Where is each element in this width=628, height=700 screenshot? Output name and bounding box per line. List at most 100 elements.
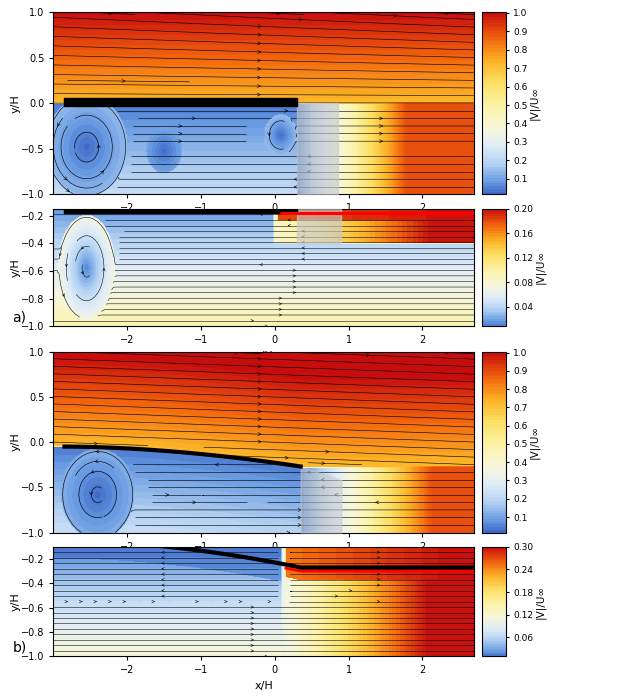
FancyArrowPatch shape: [302, 258, 305, 260]
FancyArrowPatch shape: [308, 155, 311, 158]
FancyArrowPatch shape: [165, 494, 168, 496]
FancyArrowPatch shape: [162, 573, 165, 575]
FancyArrowPatch shape: [377, 601, 379, 603]
FancyArrowPatch shape: [251, 644, 253, 647]
FancyArrowPatch shape: [445, 12, 448, 15]
FancyArrowPatch shape: [251, 650, 253, 652]
FancyArrowPatch shape: [178, 140, 181, 143]
FancyArrowPatch shape: [100, 171, 104, 174]
FancyArrowPatch shape: [349, 589, 352, 592]
FancyArrowPatch shape: [258, 433, 261, 435]
FancyArrowPatch shape: [258, 380, 261, 383]
FancyArrowPatch shape: [377, 568, 379, 570]
FancyArrowPatch shape: [237, 102, 241, 104]
FancyArrowPatch shape: [298, 524, 301, 526]
FancyArrowPatch shape: [178, 132, 181, 135]
FancyArrowPatch shape: [293, 274, 295, 277]
FancyArrowPatch shape: [377, 556, 379, 559]
Y-axis label: |V|/U∞: |V|/U∞: [534, 584, 545, 619]
FancyArrowPatch shape: [335, 494, 338, 496]
FancyArrowPatch shape: [277, 12, 280, 15]
FancyArrowPatch shape: [298, 508, 301, 512]
FancyArrowPatch shape: [258, 372, 261, 375]
FancyArrowPatch shape: [251, 319, 253, 322]
FancyArrowPatch shape: [302, 235, 305, 238]
FancyArrowPatch shape: [293, 280, 295, 283]
FancyArrowPatch shape: [258, 417, 261, 421]
FancyArrowPatch shape: [50, 486, 53, 489]
FancyArrowPatch shape: [293, 291, 295, 294]
FancyArrowPatch shape: [376, 501, 379, 504]
FancyArrowPatch shape: [308, 162, 311, 165]
FancyArrowPatch shape: [65, 601, 68, 603]
FancyArrowPatch shape: [377, 545, 379, 548]
FancyArrowPatch shape: [65, 264, 68, 267]
FancyArrowPatch shape: [94, 601, 97, 603]
FancyArrowPatch shape: [258, 425, 261, 428]
Y-axis label: |V|/U∞: |V|/U∞: [529, 425, 539, 459]
FancyArrowPatch shape: [162, 556, 165, 559]
FancyArrowPatch shape: [366, 354, 369, 357]
FancyArrowPatch shape: [103, 269, 105, 271]
FancyArrowPatch shape: [260, 263, 263, 266]
FancyArrowPatch shape: [302, 246, 305, 249]
FancyArrowPatch shape: [66, 188, 69, 192]
FancyArrowPatch shape: [379, 132, 382, 135]
FancyArrowPatch shape: [109, 12, 112, 15]
Y-axis label: y/H: y/H: [11, 592, 21, 611]
Text: a): a): [13, 311, 26, 325]
FancyArrowPatch shape: [251, 617, 253, 620]
FancyArrowPatch shape: [325, 450, 328, 453]
FancyArrowPatch shape: [258, 365, 261, 368]
FancyArrowPatch shape: [258, 395, 261, 398]
FancyArrowPatch shape: [81, 271, 84, 274]
FancyArrowPatch shape: [293, 286, 295, 288]
FancyArrowPatch shape: [62, 293, 64, 296]
FancyArrowPatch shape: [257, 42, 261, 45]
FancyArrowPatch shape: [95, 460, 98, 463]
FancyArrowPatch shape: [162, 562, 165, 564]
FancyArrowPatch shape: [268, 601, 271, 603]
FancyArrowPatch shape: [302, 252, 305, 255]
FancyArrowPatch shape: [97, 145, 100, 148]
FancyArrowPatch shape: [322, 478, 325, 482]
FancyArrowPatch shape: [251, 611, 253, 614]
FancyArrowPatch shape: [91, 470, 95, 473]
FancyArrowPatch shape: [257, 50, 261, 53]
FancyArrowPatch shape: [65, 103, 68, 106]
FancyArrowPatch shape: [379, 140, 382, 143]
Y-axis label: y/H: y/H: [11, 94, 21, 113]
Text: b): b): [13, 641, 27, 655]
FancyArrowPatch shape: [162, 578, 165, 581]
FancyArrowPatch shape: [162, 584, 165, 587]
X-axis label: x/H: x/H: [254, 681, 273, 691]
FancyArrowPatch shape: [257, 67, 261, 71]
FancyArrowPatch shape: [162, 595, 165, 597]
FancyArrowPatch shape: [63, 176, 67, 180]
FancyArrowPatch shape: [279, 297, 281, 300]
FancyArrowPatch shape: [195, 601, 198, 603]
FancyArrowPatch shape: [379, 117, 382, 120]
FancyArrowPatch shape: [377, 573, 379, 575]
FancyArrowPatch shape: [322, 462, 325, 465]
FancyArrowPatch shape: [96, 450, 99, 453]
FancyArrowPatch shape: [94, 442, 97, 445]
FancyArrowPatch shape: [258, 402, 261, 405]
FancyArrowPatch shape: [279, 314, 281, 316]
FancyArrowPatch shape: [251, 622, 253, 624]
FancyArrowPatch shape: [377, 562, 379, 564]
FancyArrowPatch shape: [335, 595, 337, 597]
FancyArrowPatch shape: [257, 85, 261, 88]
X-axis label: x/H: x/H: [254, 557, 273, 567]
FancyArrowPatch shape: [169, 545, 171, 548]
FancyArrowPatch shape: [268, 132, 271, 136]
FancyArrowPatch shape: [377, 578, 379, 581]
Y-axis label: |V|/U∞: |V|/U∞: [529, 86, 539, 120]
FancyArrowPatch shape: [377, 584, 379, 587]
X-axis label: x/H: x/H: [254, 219, 273, 229]
FancyArrowPatch shape: [258, 33, 261, 36]
FancyArrowPatch shape: [59, 253, 62, 256]
FancyArrowPatch shape: [251, 638, 253, 641]
FancyArrowPatch shape: [258, 387, 261, 391]
FancyArrowPatch shape: [296, 193, 300, 196]
